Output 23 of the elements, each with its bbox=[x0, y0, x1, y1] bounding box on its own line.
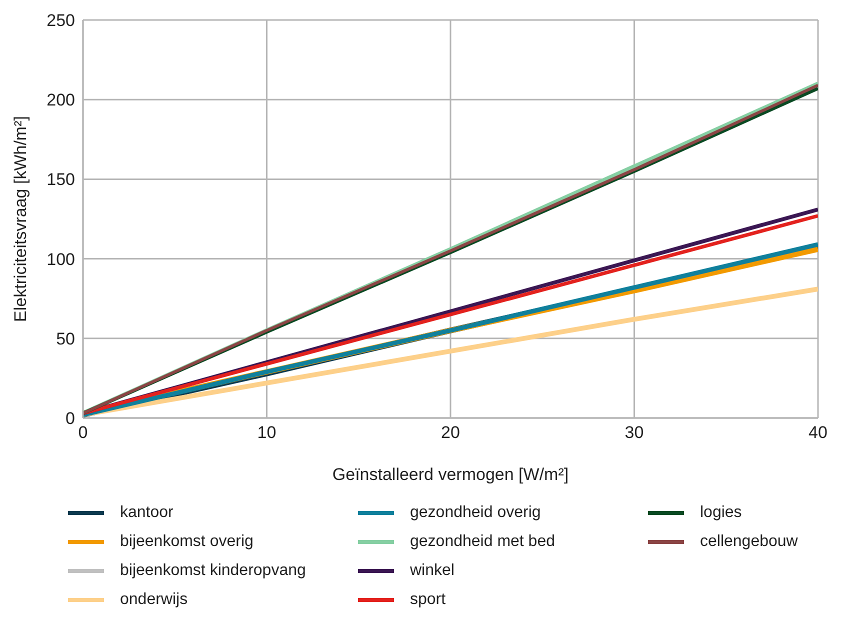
x-tick-label: 30 bbox=[624, 423, 644, 442]
x-tick-label: 0 bbox=[78, 423, 88, 442]
y-tick-label: 50 bbox=[56, 329, 75, 348]
legend-label: cellengebouw bbox=[700, 532, 798, 550]
legend-label: bijeenkomst overig bbox=[120, 532, 254, 550]
y-tick-label: 250 bbox=[46, 11, 75, 30]
y-tick-label: 100 bbox=[46, 250, 75, 269]
legend-label: kantoor bbox=[120, 504, 174, 522]
legend-label: logies bbox=[700, 504, 742, 522]
y-axis-title: Elektriciteitsvraag [kWh/m²] bbox=[11, 116, 30, 322]
x-axis-title: Geïnstalleerd vermogen [W/m²] bbox=[332, 465, 569, 484]
legend-label: gezondheid met bed bbox=[410, 532, 555, 550]
legend-label: bijeenkomst kinderopvang bbox=[120, 562, 306, 580]
x-tick-label: 40 bbox=[808, 423, 828, 442]
legend-label: sport bbox=[410, 590, 446, 608]
legend-label: onderwijs bbox=[120, 590, 188, 608]
legend-label: gezondheid overig bbox=[410, 504, 541, 522]
y-tick-label: 150 bbox=[46, 170, 75, 190]
legend-label: winkel bbox=[410, 562, 454, 580]
x-tick-label: 10 bbox=[257, 423, 276, 442]
x-tick-label: 20 bbox=[441, 423, 460, 442]
y-tick-label: 200 bbox=[46, 90, 75, 110]
y-tick-label: 0 bbox=[66, 409, 75, 428]
